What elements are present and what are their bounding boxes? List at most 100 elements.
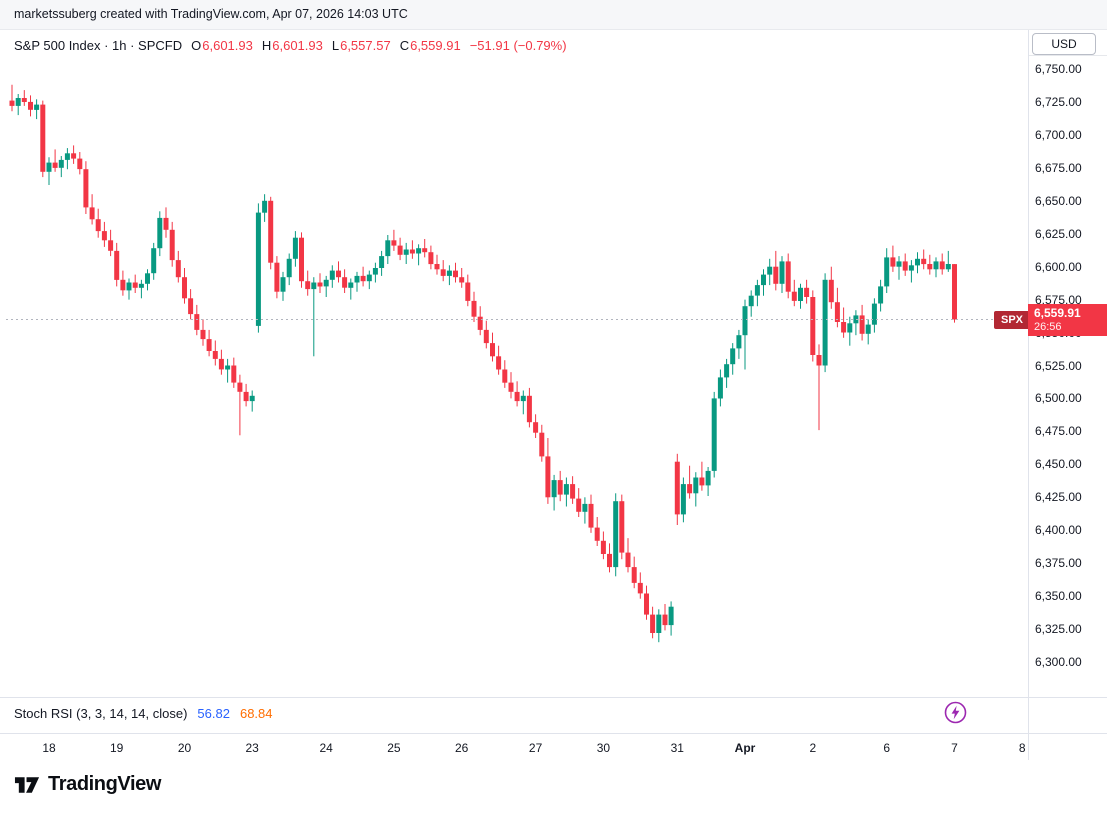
- candles-plot[interactable]: [0, 30, 1028, 697]
- candle: [828, 266, 834, 309]
- candle: [21, 90, 27, 106]
- tradingview-mark-icon: [14, 776, 40, 793]
- candle: [471, 291, 477, 322]
- candle: [249, 390, 255, 412]
- candle: [705, 467, 711, 496]
- candle: [163, 207, 169, 238]
- price-tick: 6,475.00: [1035, 424, 1082, 439]
- symbol-description[interactable]: S&P 500 Index · 1h · SPCFD: [14, 38, 183, 53]
- candle: [878, 279, 884, 312]
- candle: [95, 208, 101, 238]
- last-price-value: 6,559.91: [1034, 305, 1081, 320]
- candle: [742, 299, 748, 370]
- candle: [496, 345, 502, 375]
- candle: [890, 245, 896, 272]
- candle: [631, 556, 637, 589]
- candle: [736, 329, 742, 359]
- lightning-button[interactable]: [944, 701, 967, 724]
- brand-name: TradingView: [48, 773, 162, 795]
- candle: [773, 250, 779, 291]
- close-value: 6,559.91: [410, 38, 461, 53]
- candle: [508, 372, 514, 399]
- candle: [619, 494, 625, 560]
- change-value: −51.91 (−0.79%): [469, 38, 567, 53]
- candle: [853, 310, 859, 336]
- time-tick: 24: [319, 741, 333, 755]
- candlestick-chart[interactable]: S&P 500 Index · 1h · SPCFD O 6,601.93 H 6,…: [0, 30, 1028, 724]
- candle: [138, 279, 144, 299]
- high-label: H: [261, 38, 272, 53]
- candle: [785, 253, 791, 299]
- candle: [711, 391, 717, 478]
- candle: [274, 256, 280, 299]
- candle: [779, 256, 785, 293]
- candle: [502, 360, 508, 388]
- candle: [194, 304, 200, 336]
- candle: [594, 517, 600, 546]
- price-tick: 6,375.00: [1035, 556, 1082, 571]
- candle: [237, 374, 243, 436]
- candle: [416, 244, 422, 266]
- candle: [834, 287, 840, 328]
- time-tick: 2: [809, 741, 817, 755]
- candle: [262, 194, 268, 222]
- candle: [120, 270, 126, 296]
- candle: [286, 253, 292, 286]
- candle: [403, 242, 409, 264]
- time-tick: 20: [177, 741, 192, 755]
- candle: [71, 145, 77, 164]
- candle: [477, 306, 483, 336]
- candle: [662, 604, 668, 631]
- candle: [342, 269, 348, 293]
- price-tick: 6,350.00: [1035, 589, 1082, 604]
- price-tick: 6,675.00: [1035, 160, 1082, 175]
- candle: [668, 601, 674, 636]
- candle: [354, 271, 360, 292]
- candle: [169, 221, 175, 267]
- price-axis[interactable]: USD 6,750.00 6,725.00 6,700.00 6,675.00 6,65…: [1029, 30, 1107, 697]
- candle: [348, 278, 354, 300]
- candle: [268, 196, 274, 270]
- candle: [526, 387, 532, 428]
- candle: [34, 99, 40, 120]
- time-tick: 23: [245, 741, 259, 755]
- time-axis[interactable]: 18 19 20 23 24 25 26 27 30 31 Apr 2 6 7 8: [0, 733, 1107, 760]
- candle: [896, 256, 902, 280]
- candle: [576, 488, 582, 517]
- candle: [15, 94, 21, 116]
- candle: [483, 320, 489, 349]
- candle: [225, 358, 231, 383]
- candle: [644, 585, 649, 620]
- candle: [336, 261, 341, 283]
- candle: [933, 257, 939, 278]
- indicator-title[interactable]: Stoch RSI (3, 3, 14, 14, close): [14, 706, 188, 721]
- candle: [798, 283, 803, 309]
- candle: [397, 237, 403, 261]
- tradingview-logo[interactable]: TradingView: [14, 773, 161, 796]
- candle: [613, 493, 619, 577]
- candle: [674, 453, 680, 525]
- candle: [927, 254, 933, 275]
- open-pair: O 6,601.93: [191, 38, 253, 53]
- candle: [40, 100, 46, 178]
- candle: [687, 465, 693, 499]
- candle: [299, 232, 304, 288]
- low-value: 6,557.57: [340, 38, 391, 53]
- candle: [366, 270, 372, 290]
- candle: [428, 245, 434, 270]
- candle: [625, 538, 631, 573]
- candle: [557, 470, 563, 502]
- candle: [114, 242, 120, 287]
- price-tick: 6,400.00: [1035, 523, 1082, 538]
- candle: [360, 266, 366, 287]
- candle: [329, 265, 335, 288]
- time-tick: 30: [596, 741, 611, 755]
- candle: [607, 543, 612, 573]
- candle: [446, 265, 452, 286]
- candle: [884, 248, 890, 293]
- candle: [58, 156, 64, 178]
- stoch-k-value: 56.82: [197, 706, 230, 721]
- time-tick: 7: [951, 741, 958, 755]
- candle: [409, 240, 415, 259]
- candle: [64, 148, 70, 170]
